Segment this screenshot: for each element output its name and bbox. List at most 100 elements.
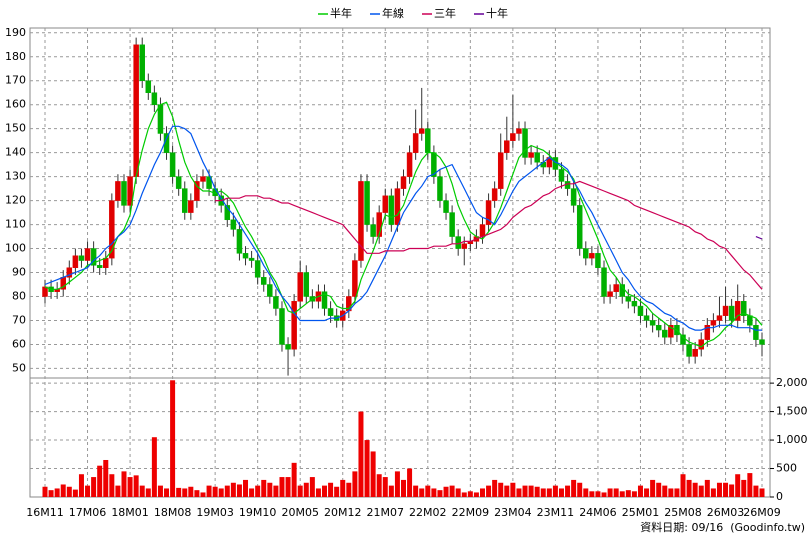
candle-body <box>103 257 109 268</box>
volume-bar <box>358 411 364 497</box>
candle-body <box>242 253 249 259</box>
candle-body <box>352 260 358 297</box>
ma-line <box>215 180 763 290</box>
volume-bar <box>437 490 443 497</box>
legend-label: 十年 <box>486 6 508 20</box>
volume-bar <box>194 490 200 497</box>
candle-body <box>96 265 103 268</box>
volume-bar <box>401 479 406 497</box>
y-tick-label: 130 <box>5 170 26 183</box>
candle-body <box>364 181 370 225</box>
x-tick-label: 19M03 <box>196 506 234 519</box>
candle-body <box>759 339 765 345</box>
volume-bar <box>425 485 431 497</box>
candle-body <box>127 176 133 206</box>
volume-bar <box>42 486 48 497</box>
candle-body <box>321 291 328 309</box>
candle-body <box>607 291 613 297</box>
candle-body <box>649 320 656 326</box>
volume-bar <box>759 488 765 497</box>
volume-bar <box>206 485 212 497</box>
volume-bar <box>346 482 352 497</box>
volume-bar <box>431 488 437 497</box>
volume-bar <box>723 482 729 497</box>
candle-body <box>157 104 164 134</box>
candle-body <box>133 44 139 177</box>
x-tick-label: 25M01 <box>622 506 660 519</box>
candle-body <box>224 205 231 221</box>
candle-body <box>485 200 492 225</box>
volume-bar <box>212 486 218 497</box>
volume-bar <box>78 474 84 497</box>
volume-bar <box>91 477 97 497</box>
volume-bar <box>188 486 194 497</box>
legend-label: 年線 <box>382 6 404 20</box>
volume-bar <box>151 437 157 497</box>
volume-bar <box>546 488 552 497</box>
volume-bar <box>528 485 534 497</box>
x-tick-label: 20M12 <box>324 506 362 519</box>
volume-bar <box>407 468 413 497</box>
y2-tick-label: 0 <box>776 490 783 503</box>
volume-bar <box>315 488 321 497</box>
candle-body <box>412 133 419 153</box>
volume-bar <box>619 491 625 497</box>
volume-bar <box>558 488 564 497</box>
volume-bar <box>534 486 540 497</box>
x-tick-label: 17M06 <box>69 506 107 519</box>
candle-body <box>291 301 297 350</box>
candle-body <box>692 348 698 357</box>
volume-bar <box>473 492 479 497</box>
candle-body <box>370 224 376 237</box>
volume-bar <box>510 482 516 497</box>
candle-body <box>686 344 692 357</box>
legend-label: 三年 <box>434 6 456 20</box>
volume-bar <box>577 482 583 497</box>
candle-body <box>358 181 364 261</box>
volume-bar <box>735 474 741 497</box>
candle-body <box>741 301 747 316</box>
candle-body <box>558 169 565 182</box>
volume-bar <box>680 474 686 497</box>
volume-bar <box>109 474 115 497</box>
candle-body <box>668 325 674 338</box>
volume-bar <box>285 477 291 497</box>
ma-line <box>44 101 763 348</box>
plot-frame <box>29 27 771 498</box>
y-tick-label: 70 <box>12 313 26 326</box>
candle-body <box>625 296 632 302</box>
candle-body <box>631 301 638 307</box>
volume-bar <box>273 485 279 497</box>
volume-bar <box>182 488 188 497</box>
candle-body <box>273 296 279 309</box>
volume-bar <box>133 475 139 497</box>
volume-bar <box>674 488 680 497</box>
candle-body <box>722 305 729 316</box>
x-tick-label: 25M08 <box>664 506 702 519</box>
candle-body <box>169 152 176 177</box>
candle-body <box>613 284 619 292</box>
candle-body <box>72 255 79 268</box>
volume-bar <box>449 485 455 497</box>
legend-label: 半年 <box>330 6 352 20</box>
candle-body <box>327 308 334 316</box>
candle-body <box>254 260 261 278</box>
volume-bar <box>552 485 558 497</box>
candle-body <box>394 188 401 225</box>
candle-body <box>194 181 200 201</box>
candle-body <box>710 320 717 326</box>
volume-bar <box>607 488 613 497</box>
candle-body <box>728 305 735 321</box>
x-tick-label: 19M10 <box>239 506 277 519</box>
volume-bar <box>753 485 759 497</box>
volume-bar <box>631 491 637 497</box>
volume-bar <box>115 485 121 497</box>
volume-bar <box>230 482 236 497</box>
candle-body <box>121 181 127 206</box>
volume-bar <box>309 477 315 497</box>
candle-body <box>175 176 182 189</box>
candle-body <box>595 253 601 268</box>
volume-bar <box>741 479 747 497</box>
candle-body <box>583 248 589 259</box>
volume-bar <box>595 491 601 497</box>
